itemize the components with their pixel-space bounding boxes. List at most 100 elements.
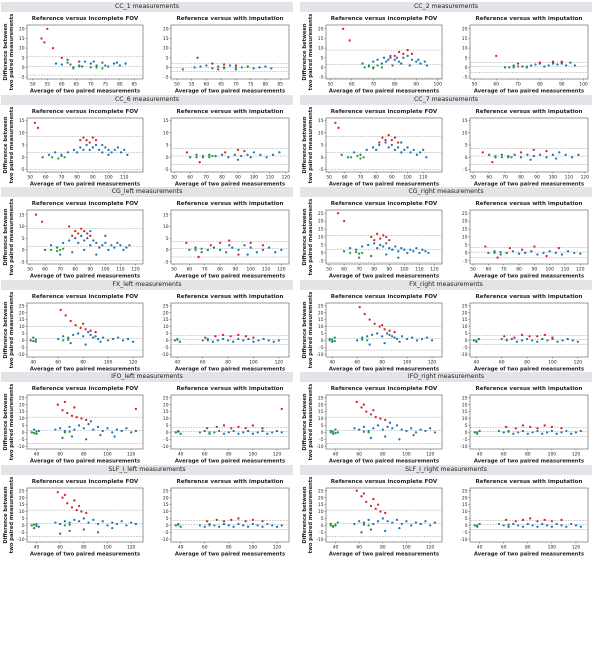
blue-data-point	[531, 338, 534, 342]
red-data-point	[543, 518, 546, 521]
blue-data-point	[242, 431, 245, 434]
blue-data-point	[258, 66, 261, 69]
blue-data-point	[104, 234, 107, 237]
blue-data-point	[107, 248, 110, 252]
y-tick-label: 0	[166, 430, 169, 436]
red-data-point	[280, 407, 283, 410]
x-tick-label: 120	[574, 359, 583, 365]
x-tick-label: 90	[389, 174, 395, 180]
red-data-point	[342, 27, 345, 31]
panel-title: SLF_I_left measurements	[1, 464, 293, 475]
blue-data-point	[37, 525, 40, 528]
blue-data-point	[252, 150, 256, 154]
blue-data-point	[418, 150, 422, 154]
blue-data-point	[487, 251, 490, 255]
blue-data-point	[530, 250, 533, 253]
blue-data-point	[561, 338, 564, 342]
subplot: Reference versus with imputation-10-5051…	[161, 386, 290, 465]
blue-data-point	[222, 522, 226, 525]
subplot-title: Reference versus with imputation	[476, 109, 583, 115]
red-data-point	[244, 334, 248, 337]
x-tick-label: 60	[501, 452, 507, 458]
x-tick-label: 50	[171, 174, 177, 180]
blue-data-point	[70, 435, 74, 438]
red-data-point	[89, 234, 92, 237]
subplot-title: Reference versus incomplete FOV	[331, 386, 438, 392]
red-data-point	[80, 509, 83, 513]
blue-data-point	[228, 244, 231, 247]
red-data-point	[362, 491, 366, 495]
blue-data-point	[376, 519, 380, 522]
red-data-point	[495, 54, 498, 58]
panel-title: CC_2 measurements	[300, 2, 592, 12]
y-tick-label: 5	[22, 423, 25, 429]
x-tick-label: 50	[171, 267, 177, 273]
red-data-point	[529, 516, 532, 520]
green-data-point	[211, 154, 214, 157]
blue-data-point	[89, 420, 93, 423]
blue-data-point	[397, 256, 400, 259]
red-data-point	[365, 500, 368, 503]
blue-data-point	[395, 337, 399, 340]
x-tick-label: 80	[379, 359, 385, 365]
x-tick-label: 120	[275, 359, 284, 365]
green-data-point	[173, 338, 176, 342]
y-tick-label: 20	[318, 26, 324, 32]
blue-data-point	[134, 522, 138, 525]
blue-data-point	[536, 340, 539, 343]
subplot-title: Reference versus with imputation	[177, 386, 284, 392]
red-data-point	[538, 61, 542, 64]
y-tick-label: 10	[318, 416, 324, 422]
green-data-point	[493, 251, 496, 255]
blue-data-point	[389, 54, 392, 58]
x-tick-label: 50	[470, 174, 476, 180]
measurement-panel: IFO_left measurements Difference betweent…	[1, 372, 293, 465]
plot-frame	[469, 394, 589, 450]
blue-data-point	[106, 427, 109, 430]
subplot: Reference versus with imputation-10-5051…	[460, 479, 589, 557]
blue-data-point	[61, 436, 64, 440]
y-tick-label: 20	[163, 310, 169, 316]
y-tick-label: 10	[462, 324, 468, 330]
green-data-point	[195, 155, 198, 158]
plot-frame	[325, 117, 443, 172]
x-tick-label: 80	[371, 267, 377, 273]
y-tick-label: 0	[22, 337, 25, 343]
blue-data-point	[115, 61, 119, 64]
y-tick-label: 20	[462, 310, 468, 316]
blue-data-point	[415, 338, 419, 342]
green-data-point	[234, 66, 238, 69]
blue-data-point	[246, 525, 250, 528]
y-tick-label: 10	[163, 509, 169, 515]
y-tick-label: 15	[318, 409, 324, 415]
subplot-title: Reference versus with imputation	[177, 109, 284, 115]
measurement-panel: CC_6 measurements Difference betweentwo p…	[1, 94, 293, 187]
plot-frame	[26, 209, 144, 265]
plot-frame	[170, 117, 290, 172]
y-tick-label: 0	[465, 65, 468, 71]
y-tick-label: -5	[164, 437, 169, 443]
red-data-point	[358, 305, 361, 308]
red-data-point	[536, 334, 539, 337]
green-data-point	[101, 67, 104, 70]
blue-data-point	[104, 241, 107, 245]
blue-data-point	[390, 334, 394, 337]
x-tick-label: 120	[572, 544, 581, 550]
blue-data-point	[262, 337, 265, 340]
green-data-point	[329, 523, 332, 527]
subplot: Reference versus with imputation-10-5051…	[161, 294, 290, 372]
x-tick-label: 100	[402, 452, 411, 458]
x-tick-label: 110	[120, 174, 129, 180]
blue-data-point	[43, 248, 47, 252]
blue-data-point	[423, 60, 426, 63]
blue-data-point	[83, 248, 86, 252]
subplot-title: Reference versus incomplete FOV	[331, 16, 438, 22]
blue-data-point	[92, 60, 95, 63]
x-tick-label: 100	[548, 359, 557, 365]
blue-data-point	[97, 148, 101, 151]
y-tick-label: 20	[318, 310, 324, 316]
subplot-title: Reference versus with imputation	[177, 201, 284, 207]
subplot: Reference versus incomplete FOV-10-50510…	[316, 294, 443, 372]
blue-data-point	[57, 337, 60, 340]
x-tick-label: 40	[178, 544, 184, 550]
